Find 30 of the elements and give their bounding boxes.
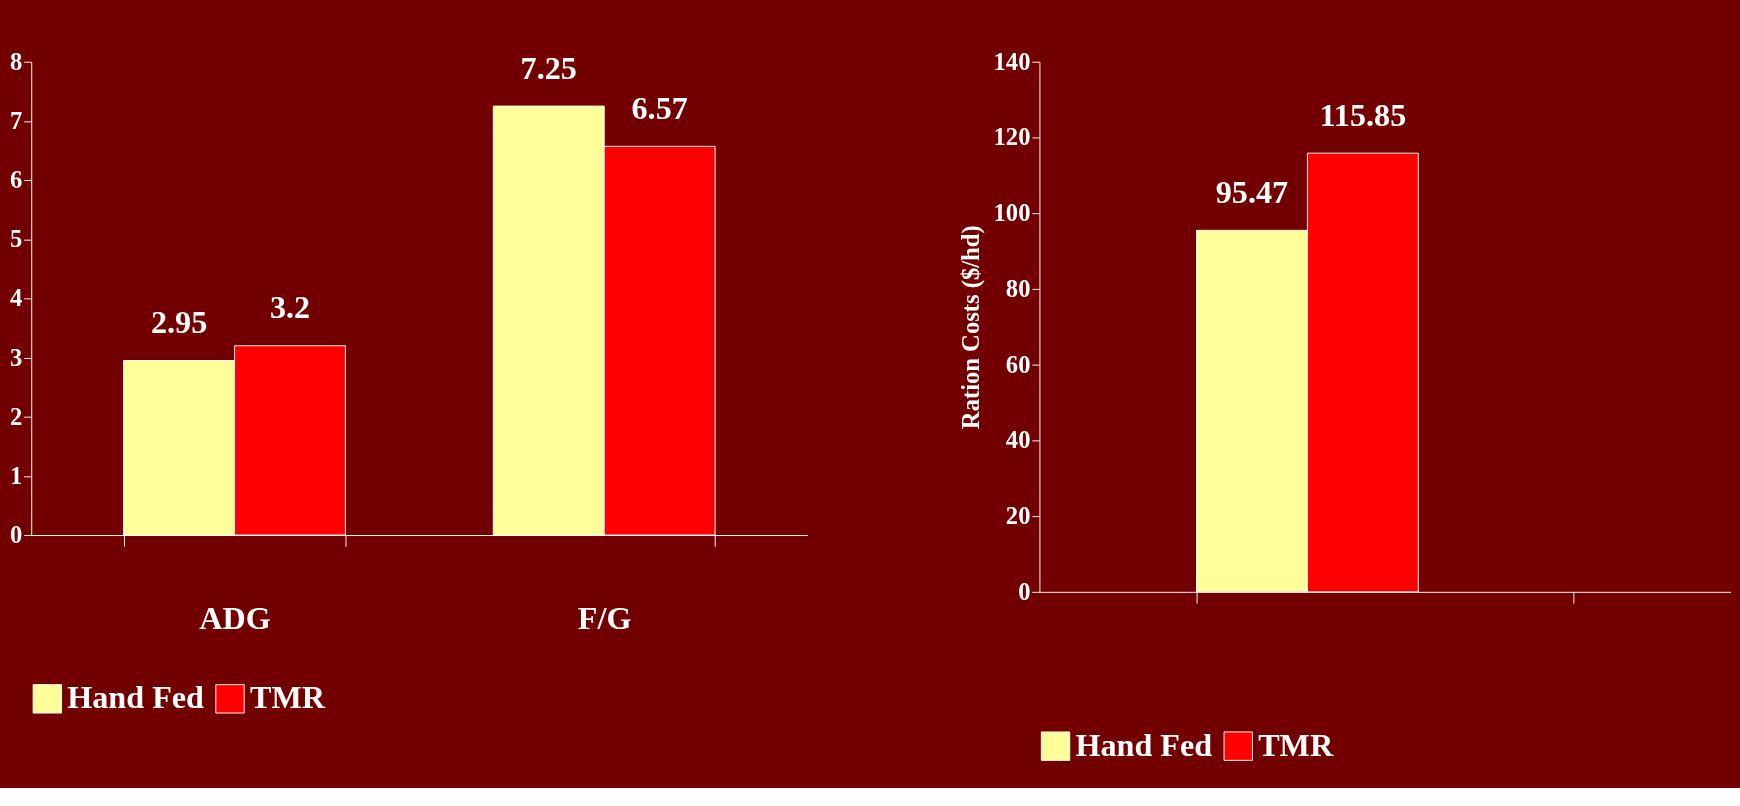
y-tick-label: 20 (1005, 502, 1031, 530)
data-label: 115.85 (1319, 96, 1407, 133)
y-tick-label: 2 (9, 402, 23, 430)
y-tick-label: 0 (9, 521, 23, 549)
legend-label: Hand Fed (67, 679, 205, 716)
legend-label: TMR (249, 679, 326, 716)
y-tick-label: 140 (993, 47, 1031, 75)
y-tick-label: 4 (9, 284, 23, 312)
y-tick-label: 120 (993, 123, 1031, 151)
data-label: 95.47 (1215, 173, 1289, 210)
y-tick-label: 40 (1005, 426, 1031, 454)
y-tick-label: 3 (9, 343, 23, 371)
y-tick-label: 1 (9, 461, 23, 489)
data-label: 6.57 (631, 89, 688, 126)
x-tick-label: F/G (577, 600, 632, 637)
data-label: 7.25 (520, 49, 577, 86)
y-tick-label: 60 (1005, 350, 1031, 378)
legend-label: TMR (1258, 726, 1334, 763)
y-tick-label: 6 (9, 166, 23, 194)
y-axis-title: Ration Costs ($/hd) (957, 225, 986, 430)
y-tick-label: 100 (993, 199, 1031, 227)
y-tick-label: 0 (1018, 577, 1031, 605)
y-tick-label: 5 (9, 225, 23, 253)
y-tick-label: 8 (9, 47, 23, 75)
y-tick-label: 7 (9, 106, 23, 134)
y-tick-label: 80 (1005, 274, 1031, 302)
data-label: 2.95 (150, 304, 208, 341)
data-label: 3.2 (269, 289, 311, 326)
x-tick-label: ADG (199, 600, 271, 637)
legend-label: Hand Fed (1075, 726, 1213, 763)
